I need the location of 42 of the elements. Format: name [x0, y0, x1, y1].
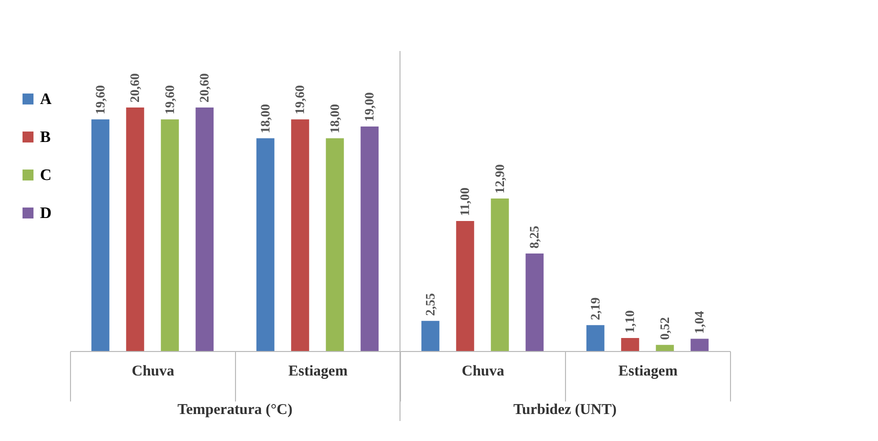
data-label: 20,60 [127, 73, 142, 103]
bar [586, 325, 604, 351]
legend-label: D [40, 205, 52, 222]
bar [196, 108, 214, 351]
data-label: 20,60 [196, 73, 212, 103]
x-tick-label: Chuva [132, 364, 175, 380]
data-label: 18,00 [257, 104, 272, 134]
data-label: 18,00 [326, 104, 342, 134]
text: Turbidez (UNT) [513, 402, 617, 418]
x-tick-label: Chuva [462, 364, 505, 380]
data-label: 8,25 [526, 225, 542, 248]
data-label: 19,60 [292, 85, 308, 114]
bar [656, 344, 674, 351]
legend-label: C [40, 167, 52, 184]
data-label: 11,00 [457, 187, 472, 216]
bar [326, 138, 344, 351]
data-label: 2,55 [422, 292, 438, 316]
bar [456, 221, 474, 351]
bar [291, 119, 310, 351]
data-label: 1,04 [692, 310, 707, 334]
bar [526, 254, 544, 351]
text: Temperatura (°C) [177, 402, 293, 418]
bar [256, 138, 274, 351]
data-label: 0,52 [656, 317, 672, 340]
bar [621, 338, 640, 351]
data-label: 1,10 [622, 310, 638, 333]
data-label: 19,60 [162, 85, 177, 114]
bar [490, 198, 509, 351]
bar [160, 119, 179, 351]
bar [360, 126, 379, 351]
data-label: 12,90 [492, 164, 507, 194]
legend-label: A [40, 91, 52, 108]
data-label: 19,00 [362, 92, 377, 122]
bar [690, 338, 709, 351]
x-tick-label: Estiagem [288, 364, 348, 380]
x-tick-label: Estiagem [618, 364, 678, 380]
data-label: 19,60 [92, 85, 108, 114]
bar [126, 108, 144, 351]
data-label: 2,19 [587, 296, 602, 320]
legend-label: B [40, 129, 51, 146]
bar [421, 320, 440, 351]
bar [91, 119, 110, 351]
